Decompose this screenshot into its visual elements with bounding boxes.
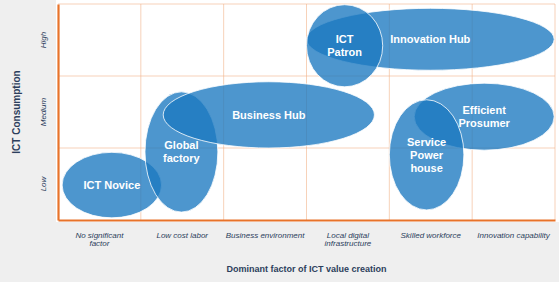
ellipses [62,5,554,218]
x-tick-label: Innovation capability [477,231,550,240]
grid [58,4,555,220]
x-axis-title: Dominant factor of ICT value creation [226,264,386,274]
plot: ICT Novice Globalfactory Business Hub Innov… [39,4,556,248]
y-tick-label: High [39,31,48,48]
grid-line [58,4,555,5]
x-tick: Skilled workforce [401,220,462,240]
y-axis: Low Medium High [39,5,59,221]
x-axis-line [59,219,556,221]
ellipse-label: Power [410,149,444,161]
x-tick-label: No significantfactor [75,231,124,249]
ellipse [307,5,383,87]
bottom-band [0,222,559,282]
x-tick-label: Business environment [226,231,305,240]
ellipse-label: Service [407,136,446,148]
chart: ICT Novice Globalfactory Business Hub Innov… [0,0,559,282]
x-tick: No significantfactor [75,220,124,248]
y-tick: Low [39,175,58,191]
x-tick: Innovation capability [477,220,550,240]
x-tick: Low cost labor [156,220,208,240]
x-tick-label: Skilled workforce [401,231,462,240]
y-tick-label: Medium [39,97,48,126]
y-axis-line [57,5,59,221]
ellipse [389,100,464,210]
ellipse-label: Patron [327,46,362,58]
grid-line [58,76,555,77]
ellipse-label: ICT Novice [83,179,140,191]
ellipse-label: ICT [336,33,354,45]
ellipse-label: Prosumer [458,117,510,129]
x-tick: Local digitalinfrastructure [325,220,372,248]
ellipse-label: factory [163,152,201,164]
ellipse-label: Global [164,139,198,151]
y-tick-label: Low [39,175,48,191]
ellipse [163,82,374,148]
x-axis: No significantfactor Low cost labor Busine… [59,220,556,248]
grid-line [555,4,556,220]
x-tick-label: Local digitalinfrastructure [325,231,372,249]
ellipse-label: Efficient [462,104,506,116]
ellipse-label: Innovation Hub [390,33,470,45]
y-axis-title: ICT Consumption [11,70,22,153]
y-tick: Medium [39,97,58,126]
y-tick: High [39,31,58,48]
x-tick-label: Low cost labor [156,231,208,240]
ellipse-label: house [410,162,442,174]
ellipse-labels: ICT Novice Globalfactory Business Hub Innov… [83,33,510,191]
ellipse-label: Business Hub [232,109,306,121]
x-tick: Business environment [226,220,305,240]
